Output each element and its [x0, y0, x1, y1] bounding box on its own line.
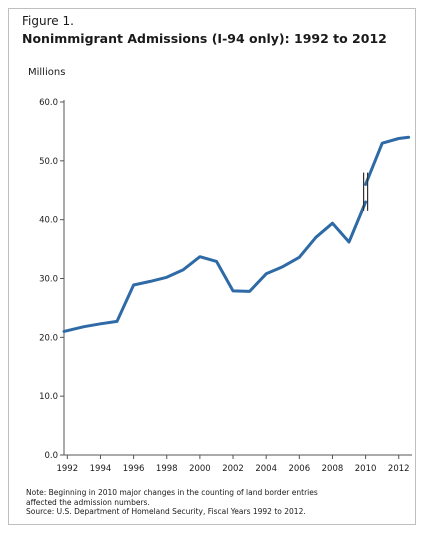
note-line-2: affected the admission numbers.: [26, 497, 150, 507]
x-tick-label: 2000: [189, 464, 211, 474]
y-tick-label: 30.0: [39, 275, 58, 285]
x-tick-label: 2006: [288, 464, 310, 474]
y-tick-label: 10.0: [39, 392, 58, 402]
x-tick-label: 2004: [255, 464, 277, 474]
chart-notes: Note: Beginning in 2010 major changes in…: [26, 488, 411, 517]
series-line-before-2010: [62, 200, 368, 333]
chart-title: Nonimmigrant Admissions (I-94 only): 199…: [22, 31, 387, 46]
source-line: Source: U.S. Department of Homeland Secu…: [26, 507, 306, 516]
x-tick-label: 2010: [355, 464, 377, 474]
x-tick-label: 1996: [123, 464, 145, 474]
x-tick-label: 2008: [322, 464, 344, 474]
series-line-after-2010: [364, 135, 411, 186]
note-line-1: Note: Beginning in 2010 major changes in…: [26, 488, 318, 497]
x-tick-label: 2012: [388, 464, 410, 474]
y-tick-label: 0.0: [44, 451, 58, 461]
x-tick-label: 1998: [156, 464, 178, 474]
figure-label: Figure 1.: [22, 14, 74, 28]
x-tick-label: 1992: [56, 464, 78, 474]
y-tick-label: 20.0: [39, 333, 58, 343]
y-tick-label: 50.0: [39, 157, 58, 167]
y-tick-label: 60.0: [39, 98, 58, 108]
figure-frame: [8, 8, 416, 525]
y-tick-label: 40.0: [39, 216, 58, 226]
y-unit-label: Millions: [28, 67, 66, 78]
x-tick-label: 1994: [90, 464, 112, 474]
x-tick-label: 2002: [222, 464, 244, 474]
